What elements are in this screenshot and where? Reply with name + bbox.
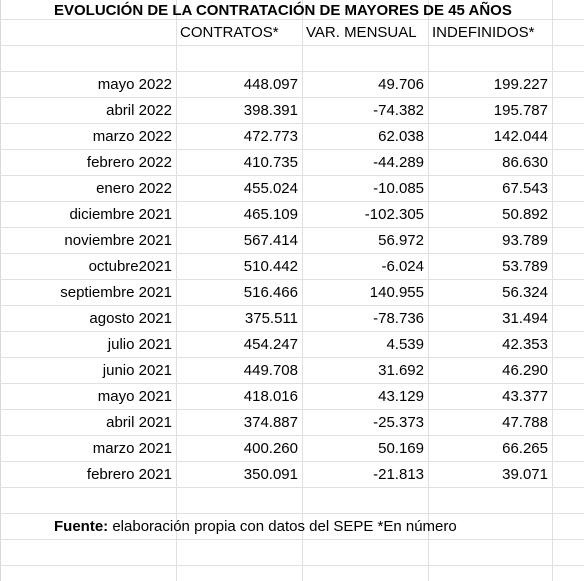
data-grid: EVOLUCIÓN DE LA CONTRATACIÓN DE MAYORES … — [0, 0, 584, 566]
month-cell[interactable]: mayo 2021 — [97, 388, 172, 405]
var-mensual-cell[interactable]: -6.024 — [381, 258, 424, 275]
indefinidos-cell[interactable]: 39.071 — [502, 466, 548, 483]
contratos-cell[interactable]: 455.024 — [243, 180, 298, 197]
month-cell[interactable]: mayo 2022 — [97, 76, 172, 93]
var-mensual-cell[interactable]: -102.305 — [364, 206, 424, 223]
footer-row[interactable]: Fuente: elaboración propia con datos del… — [0, 514, 584, 540]
var-mensual-cell[interactable]: 4.539 — [386, 336, 424, 353]
contratos-cell[interactable]: 374.887 — [243, 414, 298, 431]
month-cell[interactable]: diciembre 2021 — [69, 206, 172, 223]
month-cell[interactable]: julio 2021 — [107, 336, 172, 353]
indefinidos-cell[interactable]: 43.377 — [502, 388, 548, 405]
indefinidos-cell[interactable]: 50.892 — [502, 206, 548, 223]
empty-row[interactable] — [0, 488, 584, 514]
indefinidos-cell[interactable]: 93.789 — [502, 232, 548, 249]
footer-text: elaboración propia con datos del SEPE *E… — [108, 518, 457, 535]
indefinidos-cell[interactable]: 42.353 — [502, 336, 548, 353]
header-var-mensual[interactable]: VAR. MENSUAL — [306, 24, 417, 41]
indefinidos-cell[interactable]: 56.324 — [502, 284, 548, 301]
indefinidos-cell[interactable]: 142.044 — [493, 128, 548, 145]
table-row[interactable]: septiembre 2021 516.466 140.955 56.324 — [0, 280, 584, 306]
var-mensual-cell[interactable]: -10.085 — [373, 180, 424, 197]
indefinidos-cell[interactable]: 66.265 — [502, 440, 548, 457]
var-mensual-cell[interactable]: -78.736 — [373, 310, 424, 327]
header-row[interactable]: CONTRATOS* VAR. MENSUAL INDEFINIDOS* — [0, 20, 584, 46]
table-row[interactable]: marzo 2021 400.260 50.169 66.265 — [0, 436, 584, 462]
contratos-cell[interactable]: 350.091 — [243, 466, 298, 483]
table-row[interactable]: febrero 2022 410.735 -44.289 86.630 — [0, 150, 584, 176]
month-cell[interactable]: febrero 2021 — [86, 466, 172, 483]
title-row[interactable]: EVOLUCIÓN DE LA CONTRATACIÓN DE MAYORES … — [0, 0, 584, 20]
table-row[interactable]: noviembre 2021 567.414 56.972 93.789 — [0, 228, 584, 254]
month-cell[interactable]: agosto 2021 — [89, 310, 172, 327]
table-row[interactable]: agosto 2021 375.511 -78.736 31.494 — [0, 306, 584, 332]
column-divider — [176, 0, 177, 581]
contratos-cell[interactable]: 400.260 — [243, 440, 298, 457]
indefinidos-cell[interactable]: 67.543 — [502, 180, 548, 197]
var-mensual-cell[interactable]: 140.955 — [369, 284, 424, 301]
table-row[interactable]: enero 2022 455.024 -10.085 67.543 — [0, 176, 584, 202]
month-cell[interactable]: enero 2022 — [96, 180, 172, 197]
indefinidos-cell[interactable]: 86.630 — [502, 154, 548, 171]
indefinidos-cell[interactable]: 47.788 — [502, 414, 548, 431]
indefinidos-cell[interactable]: 31.494 — [502, 310, 548, 327]
month-cell[interactable]: septiembre 2021 — [60, 284, 172, 301]
table-title: EVOLUCIÓN DE LA CONTRATACIÓN DE MAYORES … — [54, 2, 512, 19]
contratos-cell[interactable]: 567.414 — [243, 232, 298, 249]
empty-row[interactable] — [0, 46, 584, 72]
column-divider — [428, 0, 429, 581]
var-mensual-cell[interactable]: -74.382 — [373, 102, 424, 119]
table-row[interactable]: junio 2021 449.708 31.692 46.290 — [0, 358, 584, 384]
table-row[interactable]: mayo 2021 418.016 43.129 43.377 — [0, 384, 584, 410]
contratos-cell[interactable]: 510.442 — [243, 258, 298, 275]
var-mensual-cell[interactable]: 50.169 — [378, 440, 424, 457]
contratos-cell[interactable]: 418.016 — [243, 388, 298, 405]
var-mensual-cell[interactable]: 49.706 — [378, 76, 424, 93]
month-cell[interactable]: octubre2021 — [88, 258, 172, 275]
month-cell[interactable]: marzo 2022 — [92, 128, 172, 145]
contratos-cell[interactable]: 375.511 — [244, 310, 298, 327]
contratos-cell[interactable]: 472.773 — [243, 128, 298, 145]
contratos-cell[interactable]: 448.097 — [243, 76, 298, 93]
header-contratos[interactable]: CONTRATOS* — [180, 24, 279, 41]
indefinidos-cell[interactable]: 53.789 — [502, 258, 548, 275]
var-mensual-cell[interactable]: 62.038 — [378, 128, 424, 145]
var-mensual-cell[interactable]: -44.289 — [373, 154, 424, 171]
var-mensual-cell[interactable]: 56.972 — [378, 232, 424, 249]
var-mensual-cell[interactable]: 43.129 — [378, 388, 424, 405]
contratos-cell[interactable]: 516.466 — [243, 284, 298, 301]
indefinidos-cell[interactable]: 46.290 — [502, 362, 548, 379]
footer-note: Fuente: elaboración propia con datos del… — [54, 514, 457, 540]
contratos-cell[interactable]: 449.708 — [243, 362, 298, 379]
contratos-cell[interactable]: 410.735 — [243, 154, 298, 171]
table-row[interactable]: abril 2021 374.887 -25.373 47.788 — [0, 410, 584, 436]
table-row[interactable]: octubre2021 510.442 -6.024 53.789 — [0, 254, 584, 280]
indefinidos-cell[interactable]: 195.787 — [493, 102, 548, 119]
header-indefinidos[interactable]: INDEFINIDOS* — [432, 24, 535, 41]
contratos-cell[interactable]: 398.391 — [243, 102, 298, 119]
table-row[interactable]: julio 2021 454.247 4.539 42.353 — [0, 332, 584, 358]
table-row[interactable]: diciembre 2021 465.109 -102.305 50.892 — [0, 202, 584, 228]
contratos-cell[interactable]: 454.247 — [243, 336, 298, 353]
table-row[interactable]: abril 2022 398.391 -74.382 195.787 — [0, 98, 584, 124]
table-row[interactable]: marzo 2022 472.773 62.038 142.044 — [0, 124, 584, 150]
var-mensual-cell[interactable]: -21.813 — [373, 466, 424, 483]
indefinidos-cell[interactable]: 199.227 — [493, 76, 548, 93]
month-cell[interactable]: abril 2021 — [106, 414, 172, 431]
table-row[interactable]: febrero 2021 350.091 -21.813 39.071 — [0, 462, 584, 488]
empty-row[interactable] — [0, 540, 584, 566]
table-row[interactable]: mayo 2022 448.097 49.706 199.227 — [0, 72, 584, 98]
month-cell[interactable]: junio 2021 — [102, 362, 172, 379]
month-cell[interactable]: abril 2022 — [106, 102, 172, 119]
month-cell[interactable]: marzo 2021 — [92, 440, 172, 457]
month-cell[interactable]: febrero 2022 — [86, 154, 172, 171]
var-mensual-cell[interactable]: 31.692 — [378, 362, 424, 379]
column-divider — [302, 0, 303, 581]
month-cell[interactable]: noviembre 2021 — [64, 232, 172, 249]
contratos-cell[interactable]: 465.109 — [243, 206, 298, 223]
var-mensual-cell[interactable]: -25.373 — [373, 414, 424, 431]
footer-label: Fuente: — [54, 518, 109, 535]
column-divider — [552, 0, 553, 581]
